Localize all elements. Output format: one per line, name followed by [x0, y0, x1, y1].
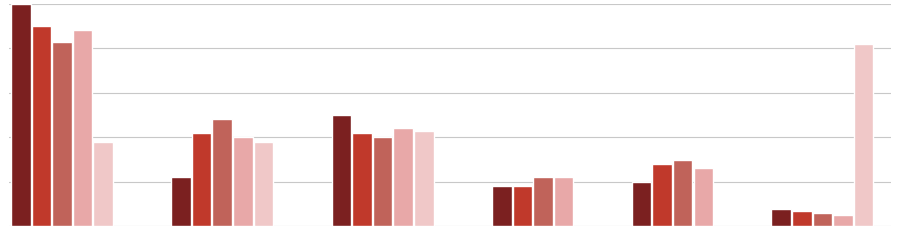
Bar: [212, 120, 232, 226]
Bar: [414, 131, 434, 226]
Bar: [11, 5, 31, 226]
Bar: [632, 182, 652, 226]
Bar: [373, 138, 392, 226]
Bar: [352, 133, 372, 226]
Bar: [94, 142, 112, 226]
Bar: [52, 42, 72, 226]
Bar: [854, 45, 873, 226]
Bar: [813, 213, 833, 226]
Bar: [554, 178, 573, 226]
Bar: [171, 178, 191, 226]
Bar: [233, 138, 253, 226]
Bar: [393, 129, 413, 226]
Bar: [73, 31, 93, 226]
Bar: [652, 164, 672, 226]
Bar: [694, 169, 713, 226]
Bar: [771, 209, 791, 226]
Bar: [533, 178, 553, 226]
Bar: [513, 186, 532, 226]
Bar: [192, 133, 211, 226]
Bar: [331, 116, 351, 226]
Bar: [833, 215, 853, 226]
Bar: [492, 186, 511, 226]
Bar: [254, 142, 274, 226]
Bar: [792, 211, 812, 226]
Bar: [673, 160, 692, 226]
Bar: [32, 27, 51, 226]
